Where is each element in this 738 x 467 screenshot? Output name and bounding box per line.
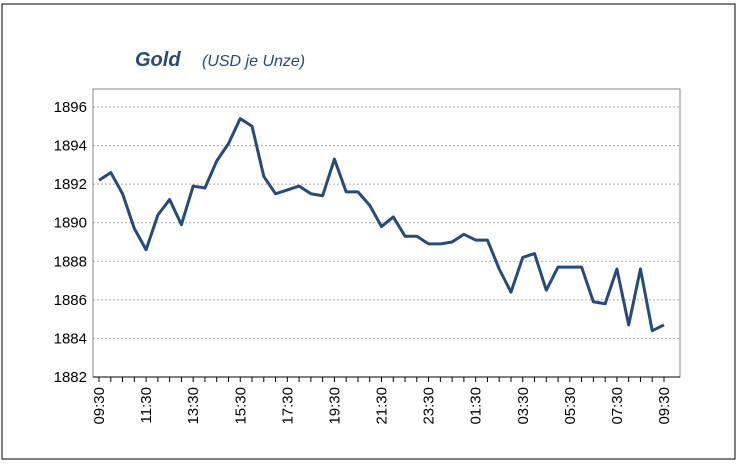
y-tick-label: 1886 bbox=[54, 292, 87, 309]
x-tick-label: 05:30 bbox=[562, 387, 579, 425]
x-tick-label: 13:30 bbox=[185, 387, 202, 425]
x-tick-label: 17:30 bbox=[279, 387, 296, 425]
chart-subtitle: (USD je Unze) bbox=[202, 53, 305, 70]
x-tick-label: 07:30 bbox=[609, 387, 626, 425]
line-series bbox=[98, 117, 665, 333]
y-tick-label: 1894 bbox=[54, 138, 87, 155]
x-tick-label: 21:30 bbox=[374, 387, 391, 425]
y-tick-label: 1890 bbox=[54, 215, 87, 232]
y-tick-label: 1896 bbox=[54, 99, 87, 116]
x-tick-label: 11:30 bbox=[138, 387, 155, 423]
y-tick-label: 1892 bbox=[54, 176, 87, 193]
x-tick-label: 03:30 bbox=[515, 387, 532, 425]
y-tick-label: 1882 bbox=[54, 369, 87, 386]
x-tick-label: 09:30 bbox=[91, 387, 108, 425]
chart-title: Gold bbox=[135, 49, 181, 71]
x-tick-label: 01:30 bbox=[468, 387, 485, 425]
x-tick-label: 23:30 bbox=[421, 387, 438, 425]
y-tick-label: 1888 bbox=[54, 253, 87, 270]
x-tick-label: 09:30 bbox=[656, 387, 673, 425]
chart-border bbox=[1, 3, 736, 460]
x-tick-label: 15:30 bbox=[232, 387, 249, 425]
y-tick-label: 1884 bbox=[54, 330, 87, 347]
x-tick-label: 19:30 bbox=[326, 387, 343, 425]
